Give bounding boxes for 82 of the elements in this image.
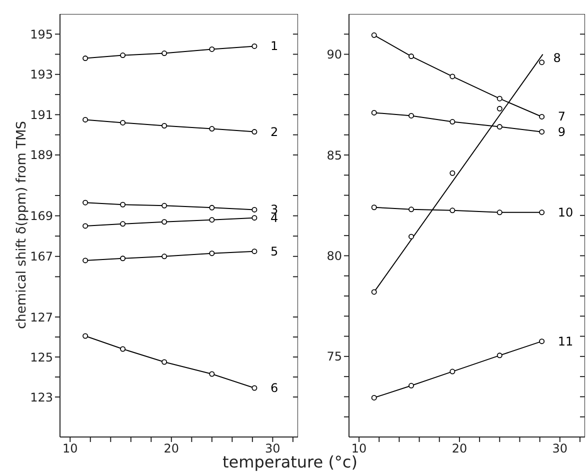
point (371, 394, 377, 400)
point (252, 385, 258, 391)
point (209, 46, 215, 52)
series-label: 2 (270, 124, 278, 139)
point (120, 202, 126, 208)
series-label: 1 (270, 39, 278, 54)
y-tick-label: 191 (30, 108, 53, 122)
y-tick-label: 75 (326, 350, 342, 364)
y-tick-label: 167 (30, 250, 53, 264)
point (539, 114, 545, 120)
point (252, 248, 258, 254)
point (496, 124, 502, 130)
point (371, 204, 377, 210)
point (371, 110, 377, 116)
series-label: 11 (558, 334, 574, 348)
point (209, 217, 215, 223)
x-tick-label: 20 (164, 442, 180, 456)
point (209, 371, 215, 377)
series-label: 10 (558, 205, 574, 220)
y-tick-label: 80 (326, 248, 342, 263)
point (82, 200, 88, 206)
point (252, 129, 258, 135)
point (209, 204, 215, 210)
point (120, 120, 126, 126)
series-label: 5 (270, 244, 278, 258)
point (162, 219, 168, 225)
point (120, 346, 126, 352)
point (82, 223, 88, 229)
y-tick-label: 123 (30, 390, 53, 404)
point (82, 116, 88, 122)
point (82, 333, 88, 339)
y-tick-label: 85 (326, 148, 342, 162)
y-tick-label: 169 (30, 209, 53, 224)
point (496, 352, 502, 358)
series-label: 9 (558, 124, 566, 139)
y-tick-label: 90 (326, 48, 342, 62)
y-tick-label: 127 (30, 310, 53, 324)
point (252, 206, 258, 212)
y-tick-label: 125 (30, 350, 53, 364)
point (371, 32, 377, 38)
point (252, 43, 258, 49)
point (371, 289, 377, 295)
series-label: 6 (270, 381, 278, 395)
point (408, 206, 414, 212)
point (450, 208, 456, 214)
point (539, 129, 545, 135)
point (162, 254, 168, 260)
point (539, 210, 545, 216)
y-axis-title: chemical shift δ(ppm) from TMS (14, 121, 30, 329)
point (450, 170, 456, 176)
point (539, 60, 545, 66)
series-label: 7 (558, 110, 566, 124)
point (496, 96, 502, 102)
point (450, 74, 456, 80)
point (162, 202, 168, 208)
y-tick-label: 189 (30, 148, 53, 162)
point (162, 50, 168, 56)
point (408, 54, 414, 60)
point (209, 250, 215, 256)
point (450, 368, 456, 374)
point (496, 210, 502, 216)
point (209, 126, 215, 132)
point (120, 221, 126, 227)
point (408, 382, 414, 388)
x-tick-label: 20 (452, 442, 468, 456)
point (252, 215, 258, 221)
point (82, 56, 88, 62)
point (408, 234, 414, 240)
point (162, 359, 168, 365)
point (450, 119, 456, 125)
y-tick-label: 195 (30, 27, 53, 42)
point (162, 123, 168, 128)
point (539, 338, 545, 344)
series-label: 8 (553, 50, 561, 65)
x-tick-label: 10 (62, 442, 78, 456)
point (496, 106, 502, 112)
point (82, 258, 88, 264)
point (408, 112, 414, 118)
point (120, 52, 126, 58)
point (120, 256, 126, 262)
x-tick-label: 30 (552, 442, 568, 456)
y-tick-label: 193 (30, 68, 53, 82)
